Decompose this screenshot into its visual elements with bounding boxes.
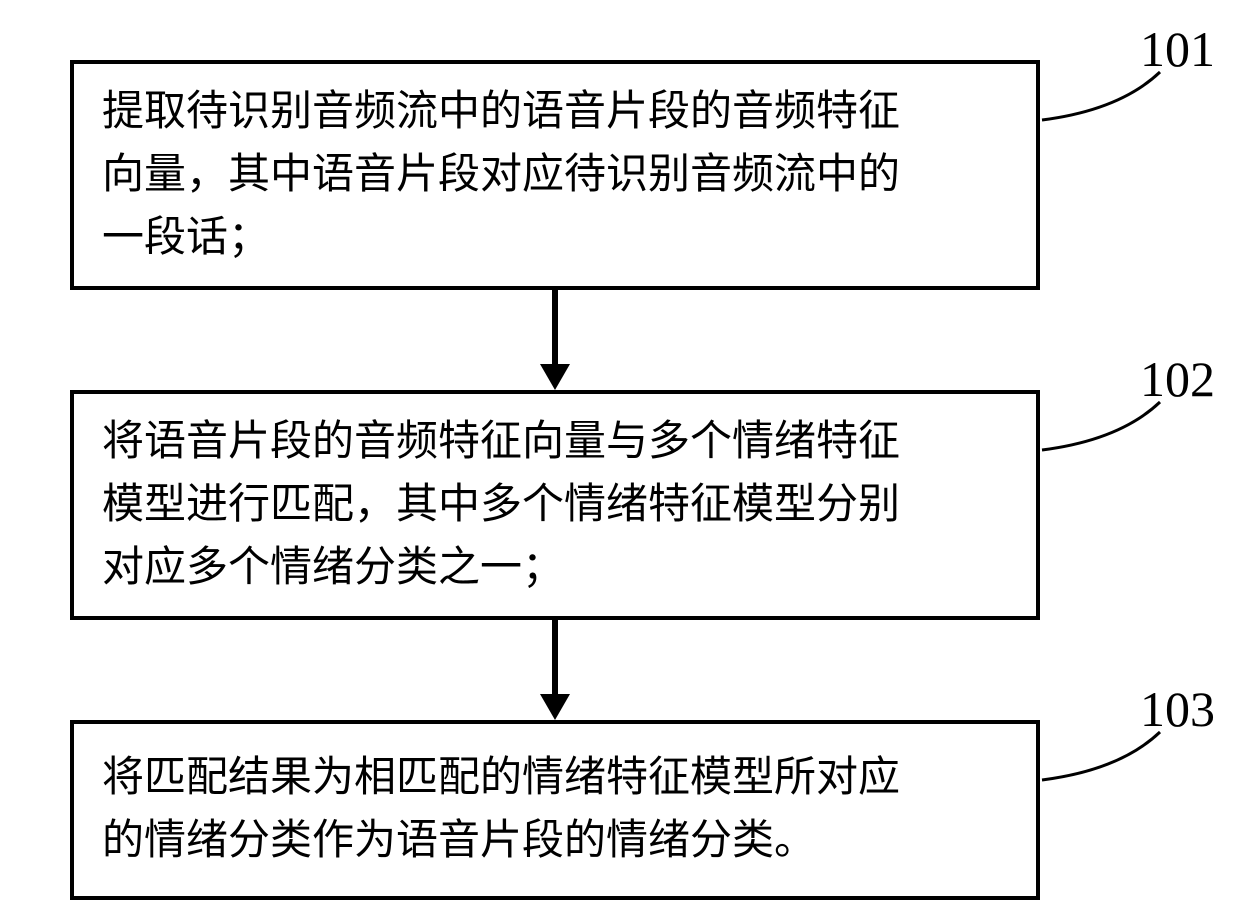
leader-line-103 bbox=[1037, 727, 1165, 785]
flow-node-text: 将匹配结果为相匹配的情绪特征模型所对应 的情绪分类作为语音片段的情绪分类。 bbox=[102, 747, 1008, 873]
arrow-shaft bbox=[552, 290, 558, 364]
flow-node-text: 将语音片段的音频特征向量与多个情绪特征 模型进行匹配，其中多个情绪特征模型分别 … bbox=[102, 411, 1008, 600]
leader-line-102 bbox=[1037, 397, 1165, 455]
flow-node-text: 提取待识别音频流中的语音片段的音频特征 向量，其中语音片段对应待识别音频流中的 … bbox=[102, 81, 1008, 270]
flow-node-n1: 提取待识别音频流中的语音片段的音频特征 向量，其中语音片段对应待识别音频流中的 … bbox=[70, 60, 1040, 290]
arrow-head-icon bbox=[540, 694, 570, 720]
arrow-head-icon bbox=[540, 364, 570, 390]
flow-node-n3: 将匹配结果为相匹配的情绪特征模型所对应 的情绪分类作为语音片段的情绪分类。 bbox=[70, 720, 1040, 900]
leader-line-101 bbox=[1037, 67, 1165, 125]
flow-node-n2: 将语音片段的音频特征向量与多个情绪特征 模型进行匹配，其中多个情绪特征模型分别 … bbox=[70, 390, 1040, 620]
arrow-shaft bbox=[552, 620, 558, 694]
flowchart-canvas: 提取待识别音频流中的语音片段的音频特征 向量，其中语音片段对应待识别音频流中的 … bbox=[0, 0, 1240, 919]
